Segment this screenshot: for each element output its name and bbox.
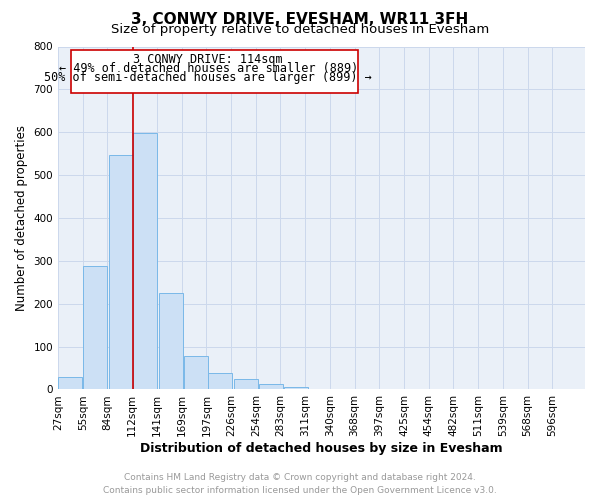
Y-axis label: Number of detached properties: Number of detached properties xyxy=(15,125,28,311)
Bar xyxy=(184,356,208,390)
Text: 50% of semi-detached houses are larger (899) →: 50% of semi-detached houses are larger (… xyxy=(44,70,372,84)
Text: ← 49% of detached houses are smaller (889): ← 49% of detached houses are smaller (88… xyxy=(59,62,358,74)
Bar xyxy=(109,156,133,390)
FancyBboxPatch shape xyxy=(71,50,358,93)
Bar xyxy=(83,266,107,390)
Bar xyxy=(159,292,183,390)
Bar xyxy=(58,378,82,390)
Text: Contains HM Land Registry data © Crown copyright and database right 2024.
Contai: Contains HM Land Registry data © Crown c… xyxy=(103,473,497,495)
Bar xyxy=(259,384,283,390)
Bar xyxy=(208,373,232,390)
Bar xyxy=(133,133,157,390)
Bar xyxy=(284,388,308,390)
Text: Size of property relative to detached houses in Evesham: Size of property relative to detached ho… xyxy=(111,24,489,36)
Text: 3 CONWY DRIVE: 114sqm: 3 CONWY DRIVE: 114sqm xyxy=(133,52,283,66)
Text: 3, CONWY DRIVE, EVESHAM, WR11 3FH: 3, CONWY DRIVE, EVESHAM, WR11 3FH xyxy=(131,12,469,28)
X-axis label: Distribution of detached houses by size in Evesham: Distribution of detached houses by size … xyxy=(140,442,503,455)
Bar xyxy=(234,378,258,390)
